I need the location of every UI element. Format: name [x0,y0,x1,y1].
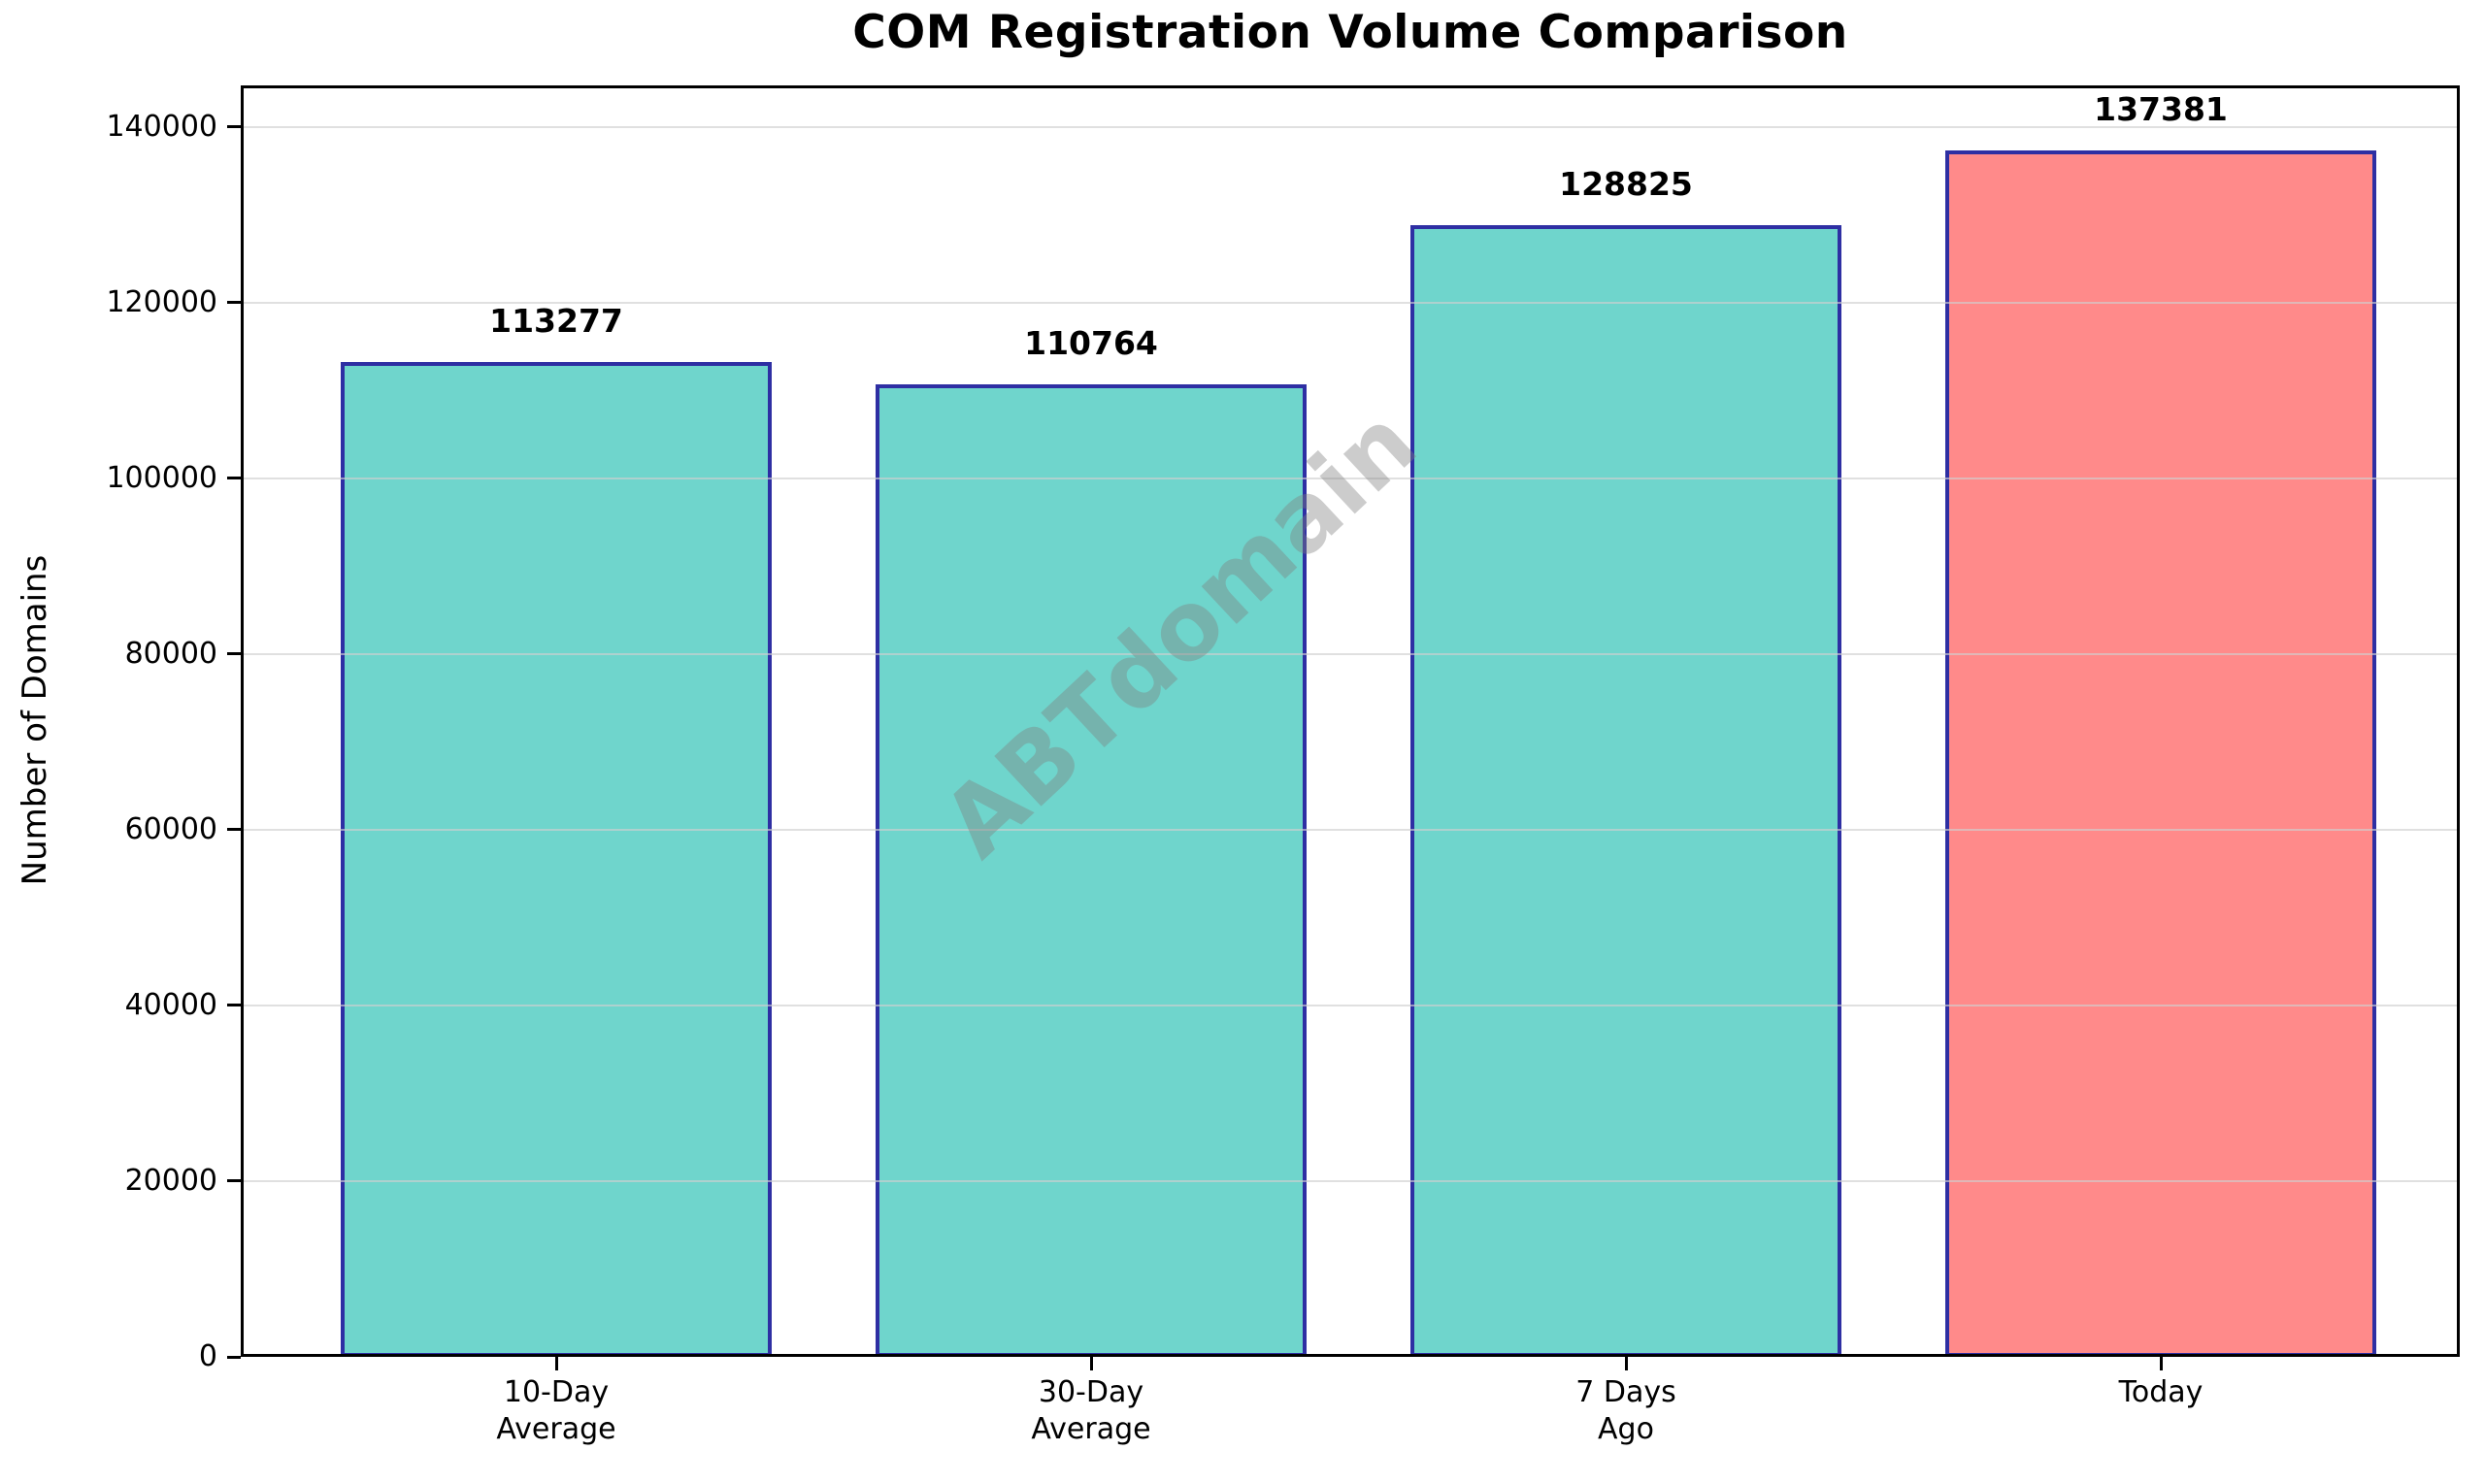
x-tick-mark [2159,1357,2163,1370]
gridline-80000 [241,652,2460,655]
gridline-100000 [241,477,2460,479]
bar-10-day-average [341,361,772,1357]
x-tick-mark [1089,1357,1093,1370]
y-tick-label: 100000 [106,460,217,495]
bar-value-label: 113277 [489,301,623,340]
y-tick-label: 80000 [124,636,217,671]
y-tick-mark [227,125,241,129]
bar-today [1945,149,2376,1357]
y-axis-label: Number of Domains [16,554,54,886]
y-tick-label: 140000 [106,109,217,144]
x-tick-mark [1624,1357,1628,1370]
y-tick-mark [227,828,241,832]
y-tick-mark [227,1179,241,1183]
y-tick-mark [227,301,241,305]
x-tick-label-30-day: 30-Day Average [1031,1375,1151,1446]
x-tick-mark [554,1357,558,1370]
gridline-40000 [241,1004,2460,1006]
y-tick-mark [227,652,241,656]
y-tick-mark [227,1004,241,1007]
bar-value-label: 110764 [1024,323,1158,362]
bar-value-label: 128825 [1559,165,1693,204]
x-tick-label-7-days: 7 Days Ago [1575,1375,1676,1446]
x-tick-label-10-day: 10-Day Average [496,1375,616,1446]
y-tick-label: 20000 [124,1163,217,1198]
gridline-120000 [241,301,2460,304]
gridline-140000 [241,125,2460,128]
gridline-60000 [241,828,2460,831]
y-tick-label: 0 [198,1339,217,1373]
chart-title: COM Registration Volume Comparison [852,6,1848,59]
y-tick-label: 40000 [124,987,217,1022]
gridline-20000 [241,1179,2460,1182]
bar-value-label: 137381 [2094,89,2228,128]
y-tick-mark [227,1355,241,1359]
y-tick-label: 60000 [124,811,217,846]
bar-7-days-ago [1410,225,1841,1357]
x-tick-label-today: Today [2118,1375,2203,1409]
y-tick-mark [227,477,241,480]
bar-30-day-average [876,383,1307,1357]
y-tick-label: 120000 [106,284,217,319]
